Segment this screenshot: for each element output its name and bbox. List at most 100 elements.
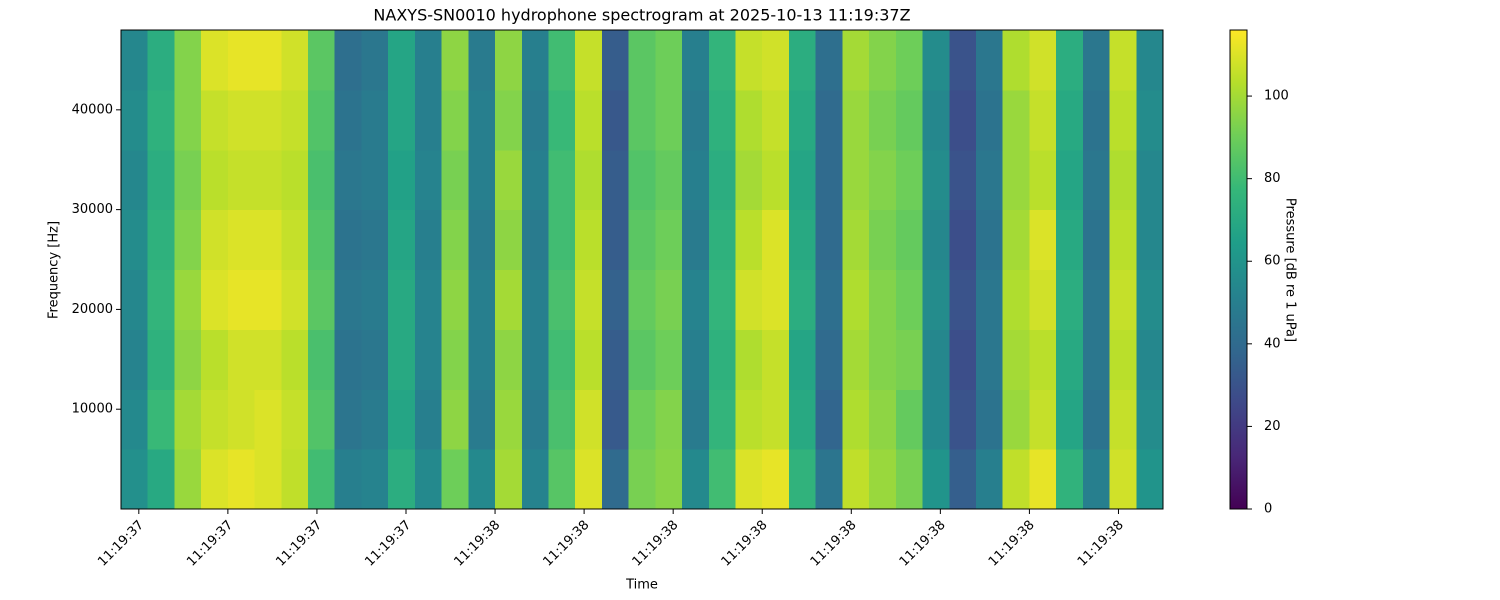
heatmap-cell bbox=[575, 89, 603, 151]
heatmap-cell bbox=[922, 30, 950, 91]
heatmap-cell bbox=[1056, 449, 1084, 510]
heatmap-cell bbox=[1029, 449, 1057, 510]
heatmap-cell bbox=[762, 269, 790, 330]
heatmap-cell bbox=[1056, 209, 1084, 270]
heatmap-cell bbox=[842, 449, 870, 510]
heatmap-cell bbox=[842, 269, 870, 330]
heatmap-cell bbox=[521, 209, 549, 270]
heatmap-cell bbox=[788, 329, 817, 390]
heatmap-cell bbox=[682, 389, 710, 450]
heatmap-cell bbox=[281, 449, 309, 510]
heatmap-cell bbox=[334, 30, 362, 91]
y-tick-label: 30000 bbox=[72, 202, 113, 217]
heatmap-cell bbox=[227, 449, 256, 510]
heatmap-cell bbox=[895, 389, 924, 450]
heatmap bbox=[121, 30, 1164, 510]
heatmap-cell bbox=[628, 449, 656, 510]
heatmap-cell bbox=[815, 269, 843, 330]
heatmap-cell bbox=[1136, 269, 1164, 330]
heatmap-cell bbox=[468, 449, 496, 510]
heatmap-cell bbox=[949, 30, 977, 91]
heatmap-cell bbox=[869, 30, 897, 91]
heatmap-cell bbox=[121, 389, 149, 450]
heatmap-cell bbox=[1136, 389, 1164, 450]
heatmap-cell bbox=[788, 389, 817, 450]
heatmap-cell bbox=[1082, 149, 1111, 211]
heatmap-cell bbox=[441, 449, 469, 510]
heatmap-cell bbox=[949, 449, 977, 510]
heatmap-cell bbox=[735, 389, 763, 450]
heatmap-cell bbox=[495, 269, 523, 330]
heatmap-cell bbox=[575, 30, 603, 91]
heatmap-cell bbox=[815, 329, 843, 390]
heatmap-cell bbox=[1109, 30, 1137, 91]
heatmap-cell bbox=[1029, 389, 1057, 450]
heatmap-cell bbox=[361, 209, 389, 270]
heatmap-cell bbox=[174, 449, 202, 510]
heatmap-cell bbox=[655, 89, 683, 151]
heatmap-cell bbox=[708, 269, 737, 330]
heatmap-cell bbox=[1082, 389, 1111, 450]
colorbar-tick-label: 0 bbox=[1264, 502, 1272, 517]
heatmap-cell bbox=[1002, 329, 1030, 390]
heatmap-cell bbox=[147, 269, 175, 330]
heatmap-cell bbox=[601, 30, 630, 91]
heatmap-cell bbox=[441, 30, 469, 91]
heatmap-cell bbox=[869, 89, 897, 151]
heatmap-cell bbox=[788, 89, 817, 151]
heatmap-cell bbox=[414, 89, 443, 151]
heatmap-cell bbox=[441, 329, 469, 390]
heatmap-cell bbox=[147, 30, 175, 91]
heatmap-cell bbox=[815, 89, 843, 151]
heatmap-cell bbox=[788, 269, 817, 330]
heatmap-cell bbox=[1002, 269, 1030, 330]
heatmap-cell bbox=[1082, 209, 1111, 270]
heatmap-cell bbox=[708, 209, 737, 270]
heatmap-cell bbox=[441, 389, 469, 450]
heatmap-cell bbox=[895, 149, 924, 211]
heatmap-cell bbox=[414, 209, 443, 270]
heatmap-cell bbox=[414, 449, 443, 510]
heatmap-cell bbox=[334, 149, 362, 211]
heatmap-cell bbox=[735, 209, 763, 270]
heatmap-cell bbox=[468, 89, 496, 151]
heatmap-cell bbox=[628, 329, 656, 390]
heatmap-cell bbox=[815, 209, 843, 270]
colorbar-tick-label: 80 bbox=[1264, 171, 1281, 186]
heatmap-cell bbox=[281, 149, 309, 211]
heatmap-cell bbox=[628, 209, 656, 270]
heatmap-cell bbox=[975, 89, 1004, 151]
heatmap-cell bbox=[414, 30, 443, 91]
heatmap-cell bbox=[227, 389, 256, 450]
heatmap-cell bbox=[174, 209, 202, 270]
heatmap-cell bbox=[708, 329, 737, 390]
heatmap-cell bbox=[388, 389, 416, 450]
heatmap-cell bbox=[601, 329, 630, 390]
heatmap-cell bbox=[441, 149, 469, 211]
heatmap-cell bbox=[869, 209, 897, 270]
heatmap-cell bbox=[1109, 89, 1137, 151]
heatmap-cell bbox=[495, 89, 523, 151]
heatmap-cell bbox=[308, 149, 336, 211]
x-axis-label: Time bbox=[625, 578, 658, 593]
heatmap-cell bbox=[468, 389, 496, 450]
heatmap-cell bbox=[201, 449, 229, 510]
x-tick-label: 11:19:38 bbox=[808, 518, 860, 570]
heatmap-cell bbox=[495, 449, 523, 510]
heatmap-cell bbox=[735, 269, 763, 330]
heatmap-cell bbox=[388, 89, 416, 151]
heatmap-cell bbox=[815, 389, 843, 450]
heatmap-cell bbox=[495, 389, 523, 450]
heatmap-cell bbox=[842, 209, 870, 270]
heatmap-cell bbox=[628, 149, 656, 211]
heatmap-cell bbox=[521, 149, 549, 211]
y-tick-label: 40000 bbox=[72, 102, 113, 117]
heatmap-cell bbox=[361, 89, 389, 151]
heatmap-cell bbox=[201, 389, 229, 450]
x-tick-label: 11:19:38 bbox=[719, 518, 771, 570]
heatmap-cell bbox=[147, 209, 175, 270]
heatmap-cell bbox=[174, 89, 202, 151]
heatmap-cell bbox=[1082, 449, 1111, 510]
heatmap-cell bbox=[762, 449, 790, 510]
heatmap-cell bbox=[788, 209, 817, 270]
